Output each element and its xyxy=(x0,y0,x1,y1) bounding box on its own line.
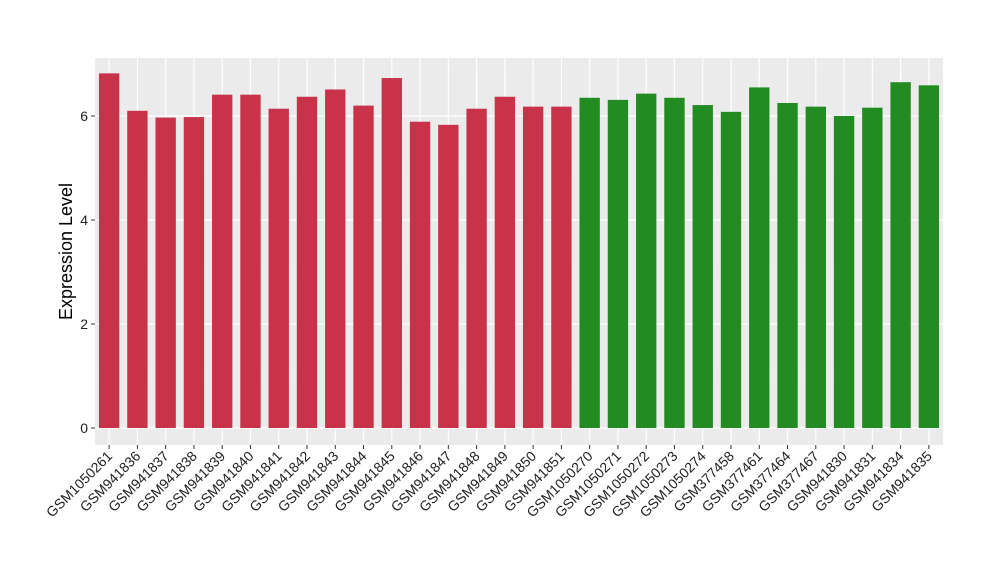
bar-GSM1050274 xyxy=(692,105,713,428)
bar-GSM377461 xyxy=(749,87,770,429)
bar-GSM941848 xyxy=(466,108,487,428)
bar-GSM941830 xyxy=(833,116,855,428)
bar-GSM941838 xyxy=(183,117,205,428)
y-tick-label: 0 xyxy=(80,420,88,436)
y-tick-label: 6 xyxy=(80,108,88,124)
y-tick-label: 2 xyxy=(80,316,88,332)
bar-GSM941850 xyxy=(522,106,544,428)
x-axis: GSM1050261GSM941836GSM941837GSM941838GSM… xyxy=(43,445,935,520)
bar-GSM377464 xyxy=(777,103,798,428)
bar-GSM941849 xyxy=(494,96,516,428)
bar-GSM377467 xyxy=(805,106,826,428)
bar-GSM1050273 xyxy=(664,97,685,429)
bar-GSM1050261 xyxy=(98,73,120,429)
plot-panel xyxy=(95,58,943,445)
bar-GSM1050270 xyxy=(579,97,600,429)
bar-GSM941831 xyxy=(862,107,883,429)
y-axis-title: Expression Level xyxy=(56,183,76,320)
bar-GSM941839 xyxy=(212,94,233,429)
bar-GSM941842 xyxy=(296,96,318,428)
bar-GSM941837 xyxy=(155,117,176,428)
bar-GSM941844 xyxy=(353,105,374,428)
bars xyxy=(98,73,940,429)
bar-GSM1050271 xyxy=(607,99,629,428)
bar-GSM941835 xyxy=(918,85,940,428)
bar-GSM941841 xyxy=(268,108,289,428)
y-tick-label: 4 xyxy=(80,212,88,228)
bar-GSM941834 xyxy=(890,82,911,428)
y-axis: 0 2 4 6 xyxy=(80,108,95,436)
bar-GSM941846 xyxy=(409,121,431,428)
bar-GSM941851 xyxy=(551,106,572,428)
bar-GSM941836 xyxy=(127,110,148,429)
bar-GSM941845 xyxy=(381,78,402,428)
bar-GSM941843 xyxy=(325,89,346,428)
bar-GSM941847 xyxy=(438,124,459,428)
bar-GSM1050272 xyxy=(636,93,657,428)
bar-GSM377458 xyxy=(720,111,742,428)
bar-GSM941840 xyxy=(240,94,261,429)
